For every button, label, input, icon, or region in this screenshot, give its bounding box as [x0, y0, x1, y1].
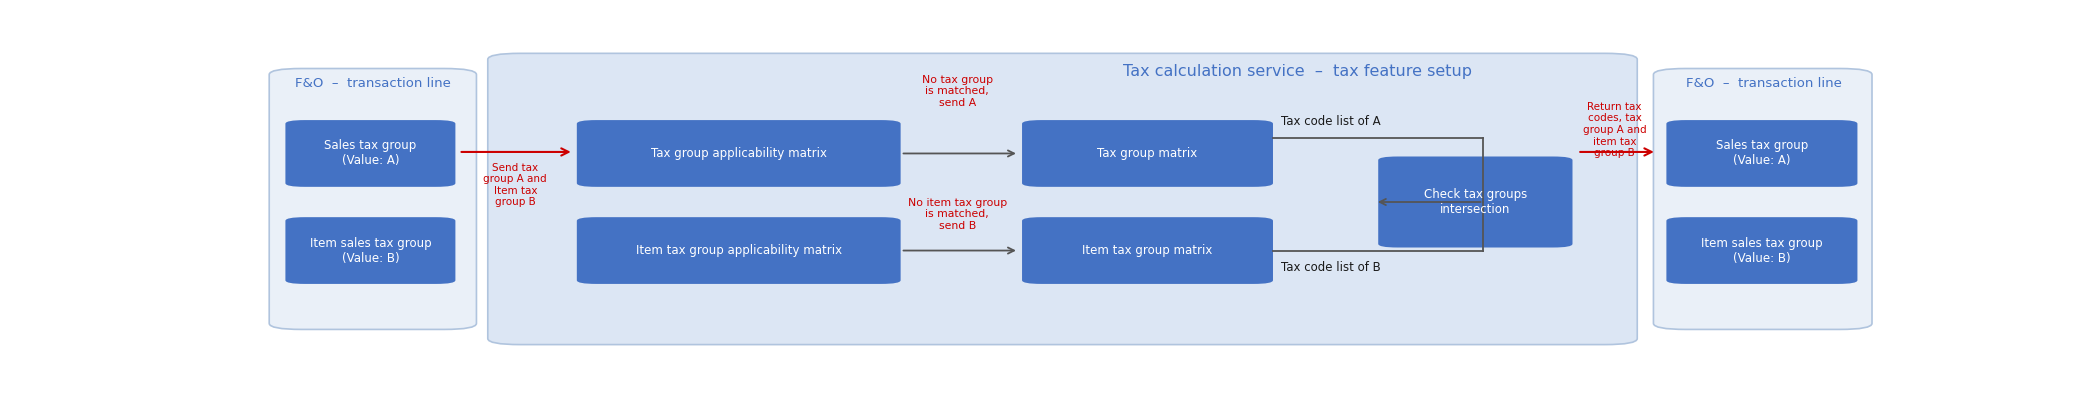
FancyBboxPatch shape	[1379, 156, 1573, 247]
FancyBboxPatch shape	[1667, 120, 1857, 187]
Text: Sales tax group
(Value: A): Sales tax group (Value: A)	[1715, 139, 1809, 167]
FancyBboxPatch shape	[286, 217, 455, 284]
Text: F&O  –  transaction line: F&O – transaction line	[1686, 77, 1842, 90]
Text: No tax group
is matched,
send A: No tax group is matched, send A	[921, 75, 992, 108]
Text: Item tax group matrix: Item tax group matrix	[1082, 244, 1214, 257]
FancyBboxPatch shape	[1022, 217, 1272, 284]
FancyBboxPatch shape	[269, 69, 476, 329]
Text: Send tax
group A and
Item tax
group B: Send tax group A and Item tax group B	[483, 163, 547, 207]
FancyBboxPatch shape	[577, 217, 900, 284]
FancyBboxPatch shape	[577, 120, 900, 187]
Text: Item sales tax group
(Value: B): Item sales tax group (Value: B)	[309, 236, 430, 264]
Text: Sales tax group
(Value: A): Sales tax group (Value: A)	[324, 139, 416, 167]
FancyBboxPatch shape	[1667, 217, 1857, 284]
Text: Check tax groups
intersection: Check tax groups intersection	[1425, 188, 1527, 216]
Text: Item tax group applicability matrix: Item tax group applicability matrix	[635, 244, 842, 257]
Text: F&O  –  transaction line: F&O – transaction line	[295, 77, 451, 90]
FancyBboxPatch shape	[1022, 120, 1272, 187]
FancyBboxPatch shape	[286, 120, 455, 187]
Text: Tax code list of B: Tax code list of B	[1281, 261, 1381, 274]
FancyBboxPatch shape	[489, 53, 1638, 345]
Text: No item tax group
is matched,
send B: No item tax group is matched, send B	[907, 197, 1007, 231]
Text: Tax group applicability matrix: Tax group applicability matrix	[650, 147, 827, 160]
Text: Tax code list of A: Tax code list of A	[1281, 115, 1381, 128]
Text: Item sales tax group
(Value: B): Item sales tax group (Value: B)	[1700, 236, 1824, 264]
Text: Tax group matrix: Tax group matrix	[1097, 147, 1197, 160]
Text: Return tax
codes, tax
group A and
item tax
group B: Return tax codes, tax group A and item t…	[1583, 102, 1646, 158]
FancyBboxPatch shape	[1654, 69, 1872, 329]
Text: Tax calculation service  –  tax feature setup: Tax calculation service – tax feature se…	[1122, 64, 1473, 79]
